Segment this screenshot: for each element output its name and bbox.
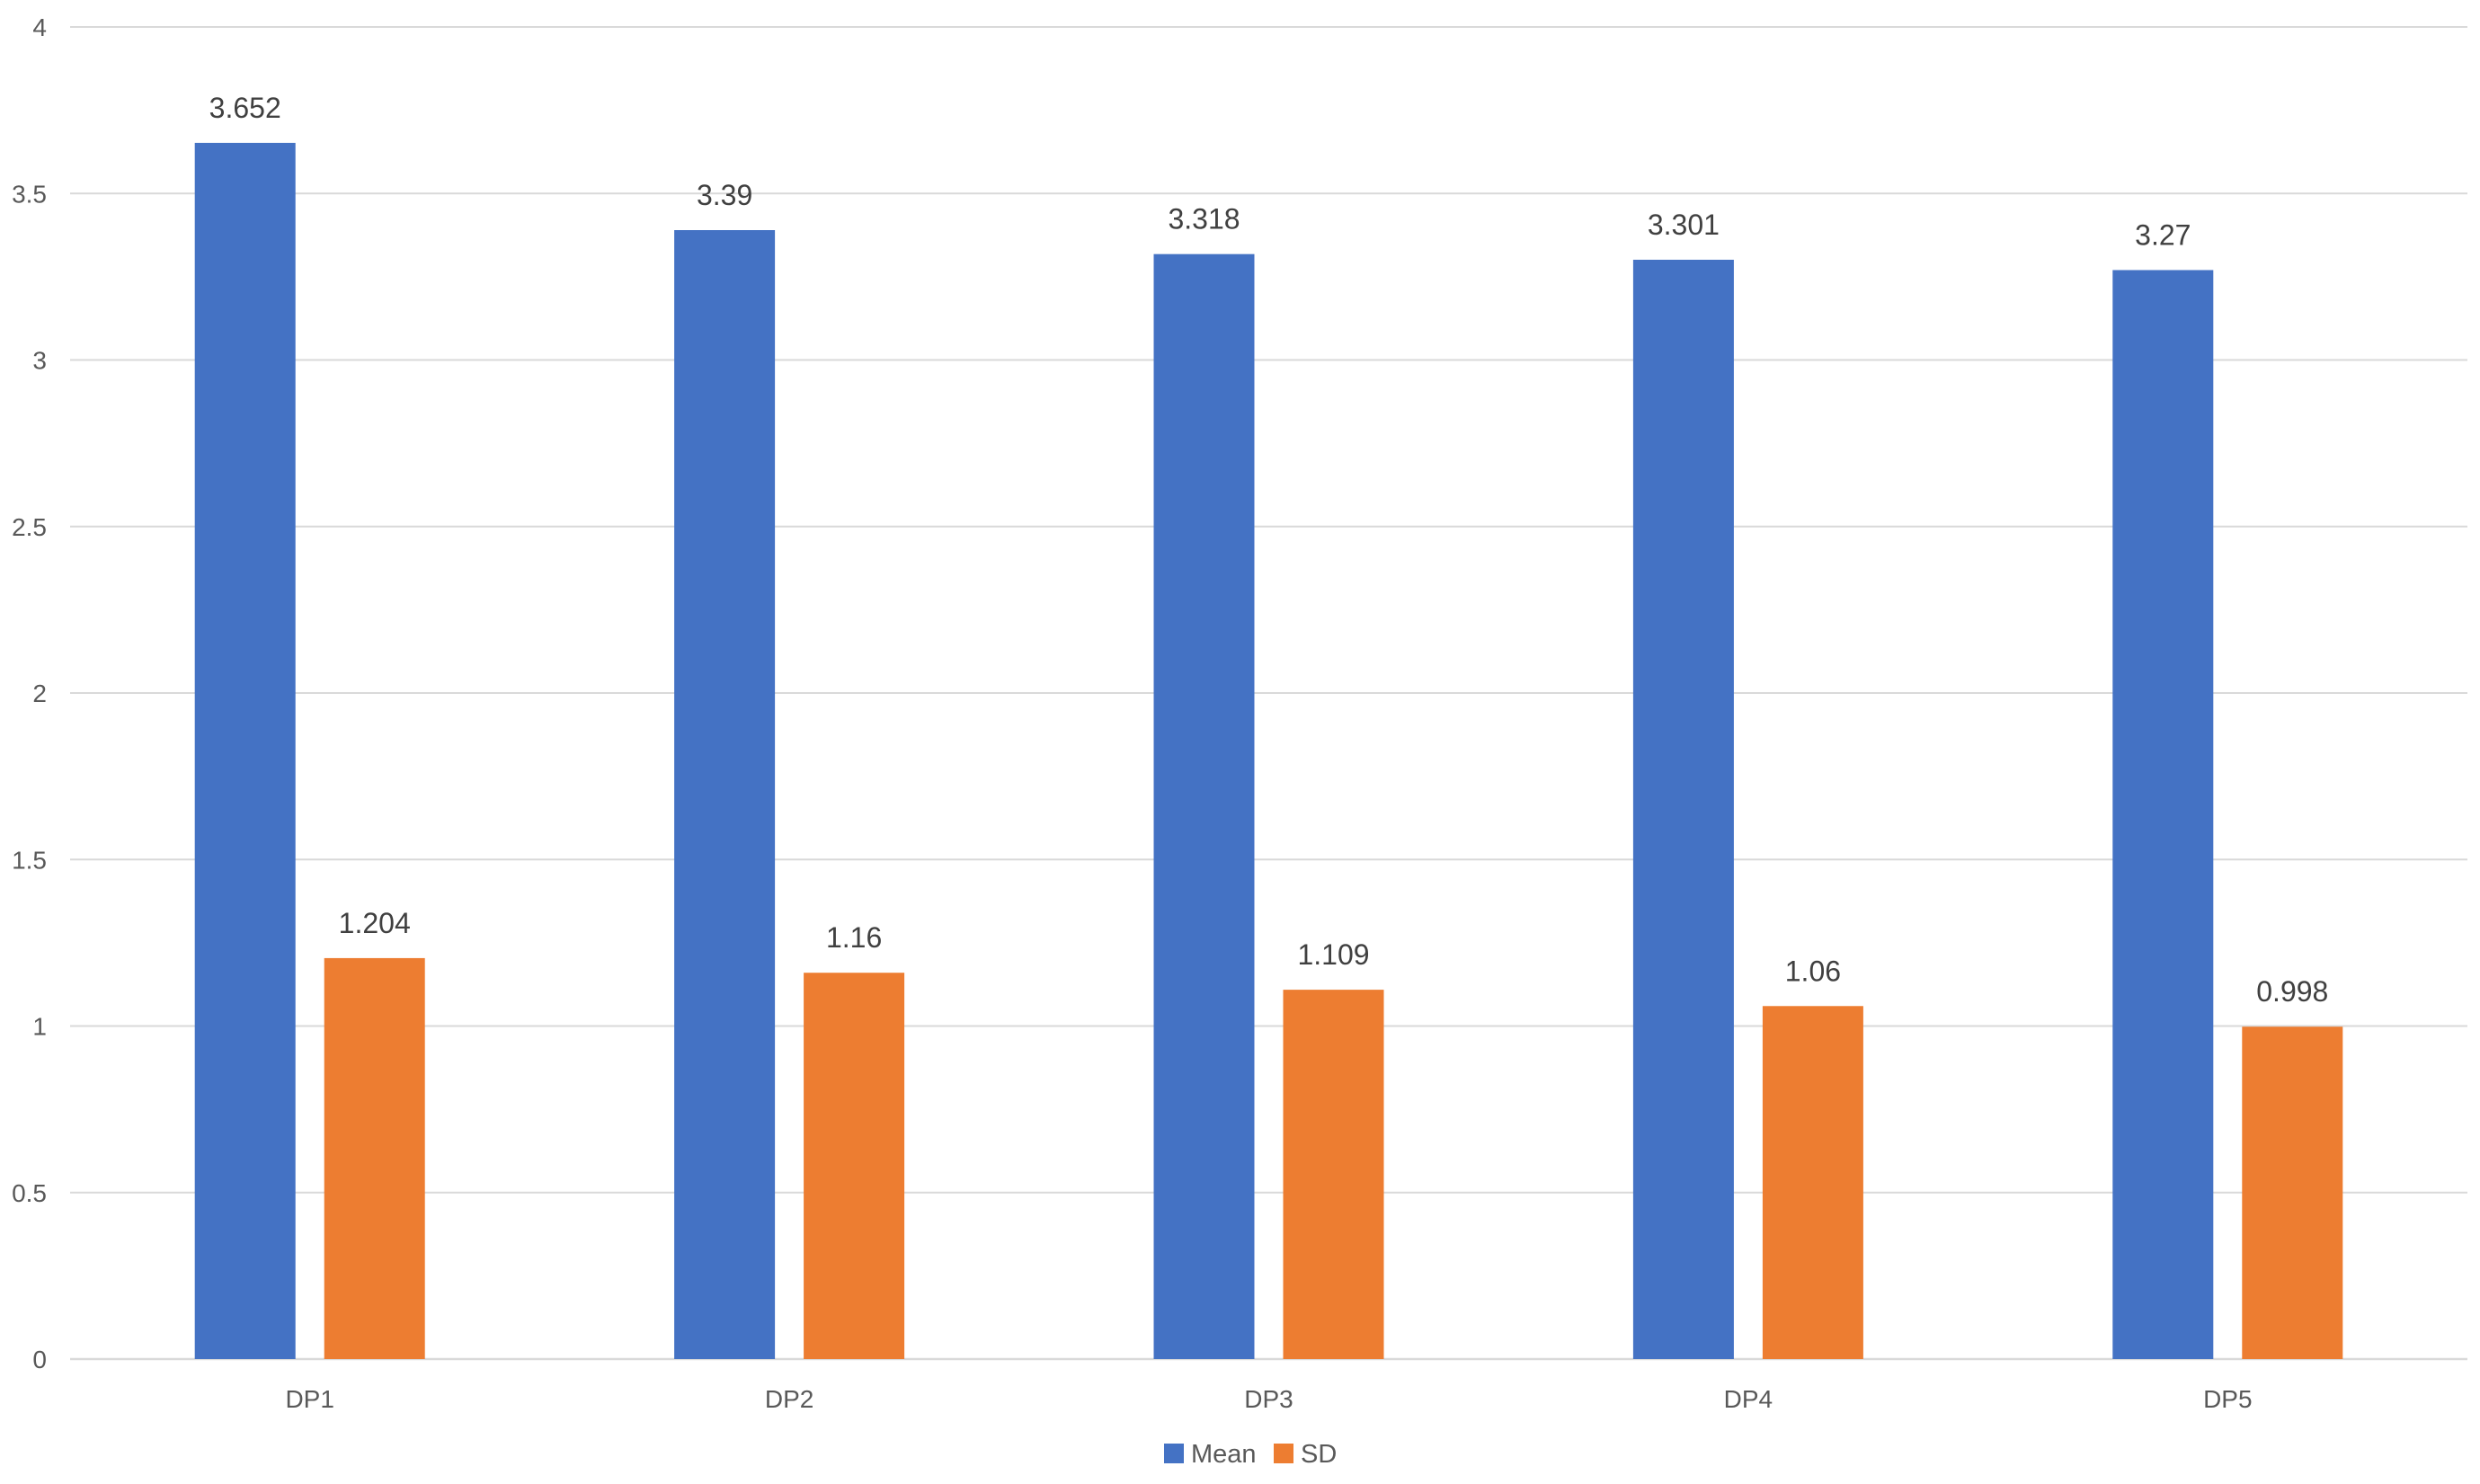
bar-sd-dp4[interactable] — [1762, 1006, 1863, 1359]
legend[interactable]: Mean SD — [1164, 1440, 1337, 1469]
y-tick-label: 2.5 — [12, 513, 47, 541]
data-label: 0.998 — [2256, 975, 2328, 1008]
y-tick-label: 3.5 — [12, 180, 47, 208]
gridlines — [70, 26, 2467, 1361]
bar-mean-dp2[interactable] — [674, 230, 776, 1359]
y-tick-label: 2 — [32, 680, 47, 707]
data-label: 3.39 — [697, 179, 752, 211]
legend-swatch — [1274, 1444, 1293, 1463]
data-label: 3.652 — [209, 92, 281, 124]
data-label: 1.204 — [339, 907, 411, 939]
legend-label: Mean — [1191, 1440, 1257, 1469]
bar-sd-dp2[interactable] — [804, 973, 905, 1359]
x-tick-label: DP4 — [1724, 1385, 1773, 1413]
legend-label: SD — [1301, 1440, 1337, 1469]
bar-sd-dp5[interactable] — [2242, 1026, 2343, 1359]
y-tick-label: 1.5 — [12, 846, 47, 874]
x-axis-ticks: DP1 DP2 DP3 DP4 DP5 — [285, 1385, 2252, 1413]
legend-item-mean[interactable]: Mean — [1164, 1440, 1257, 1469]
data-label: 1.109 — [1297, 938, 1369, 971]
y-tick-label: 3 — [32, 347, 47, 375]
data-label: 1.16 — [826, 921, 882, 954]
bar-mean-dp3[interactable] — [1153, 253, 1255, 1359]
bar-mean-dp5[interactable] — [2112, 270, 2214, 1360]
x-tick-label: DP3 — [1244, 1385, 1293, 1413]
legend-item-sd[interactable]: SD — [1274, 1440, 1337, 1469]
y-tick-label: 1 — [32, 1013, 47, 1041]
y-tick-label: 4 — [32, 13, 47, 41]
bar-mean-dp4[interactable] — [1632, 259, 1734, 1359]
bar-sd-dp3[interactable] — [1283, 990, 1384, 1359]
bar-mean-dp1[interactable] — [194, 142, 296, 1360]
y-tick-label: 0 — [32, 1346, 47, 1373]
data-label: 1.06 — [1785, 955, 1841, 987]
bar-sd-dp1[interactable] — [324, 957, 425, 1359]
bars — [194, 142, 2343, 1360]
data-label: 3.301 — [1648, 209, 1720, 241]
x-tick-label: DP5 — [2203, 1385, 2252, 1413]
data-label: 3.27 — [2135, 218, 2191, 251]
x-tick-label: DP2 — [765, 1385, 813, 1413]
data-label: 3.318 — [1168, 203, 1240, 235]
y-tick-label: 0.5 — [12, 1179, 47, 1207]
data-labels: 3.652 1.204 3.39 1.16 3.318 1.109 3.301 1.06 3.2… — [209, 92, 2329, 1008]
x-tick-label: DP1 — [285, 1385, 333, 1413]
y-axis-ticks: 0 0.5 1 1.5 2 2.5 3 3.5 4 — [12, 13, 47, 1373]
legend-swatch — [1164, 1444, 1184, 1463]
